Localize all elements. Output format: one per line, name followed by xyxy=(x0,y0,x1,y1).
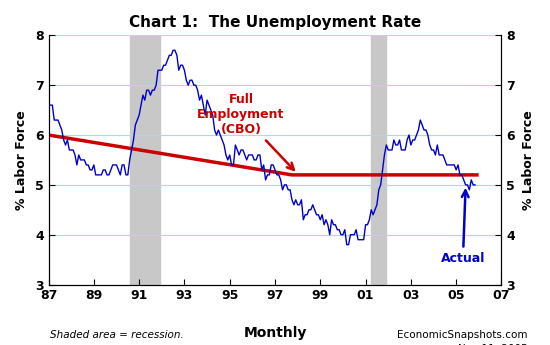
Title: Chart 1:  The Unemployment Rate: Chart 1: The Unemployment Rate xyxy=(129,15,421,30)
Text: Actual: Actual xyxy=(441,190,485,265)
Y-axis label: % Labor Force: % Labor Force xyxy=(522,110,535,210)
Text: Nov 11, 2005: Nov 11, 2005 xyxy=(458,344,528,345)
Text: Shaded area = recession.: Shaded area = recession. xyxy=(50,330,183,340)
Bar xyxy=(371,35,386,285)
Bar xyxy=(130,35,160,285)
Y-axis label: % Labor Force: % Labor Force xyxy=(15,110,28,210)
Text: EconomicSnapshots.com: EconomicSnapshots.com xyxy=(398,330,528,340)
Text: Monthly: Monthly xyxy=(243,326,307,340)
Text: Full
Employment
(CBO): Full Employment (CBO) xyxy=(197,93,294,170)
